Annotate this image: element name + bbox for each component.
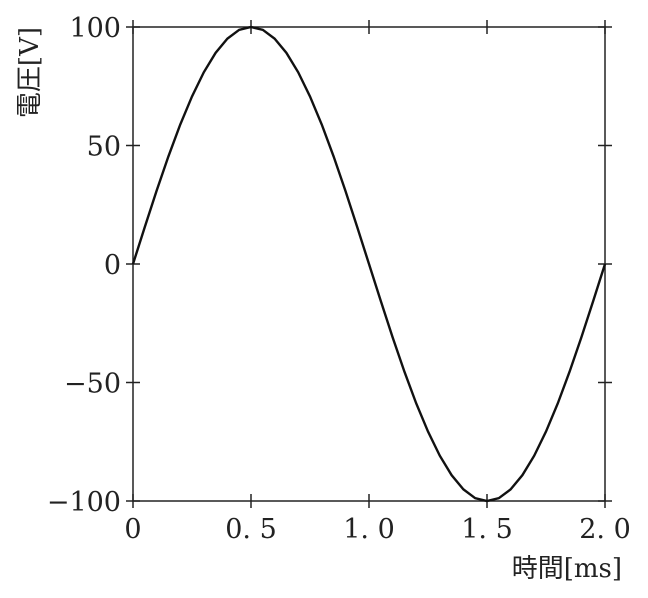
y-tick-label: −50 bbox=[64, 369, 121, 400]
x-tick-labels: 0 0. 5 1. 0 1. 5 2. 0 bbox=[124, 514, 630, 545]
x-axis-label: 時間[ms] bbox=[512, 554, 622, 584]
y-tick-label: 100 bbox=[69, 13, 121, 44]
x-tick-label: 0 bbox=[124, 514, 141, 545]
y-tick-label: −100 bbox=[47, 487, 121, 518]
series-line bbox=[131, 25, 607, 503]
y-tick-labels: 100 50 0 −50 −100 bbox=[47, 13, 121, 518]
x-tick-label: 2. 0 bbox=[579, 514, 631, 545]
x-tick-label: 1. 0 bbox=[343, 514, 395, 545]
y-tick-label: 50 bbox=[87, 132, 121, 163]
tick-marks bbox=[126, 20, 612, 508]
y-tick-label: 0 bbox=[104, 250, 121, 281]
x-tick-label: 1. 5 bbox=[461, 514, 513, 545]
y-axis-label: 電圧[V] bbox=[15, 27, 45, 118]
x-tick-label: 0. 5 bbox=[225, 514, 277, 545]
